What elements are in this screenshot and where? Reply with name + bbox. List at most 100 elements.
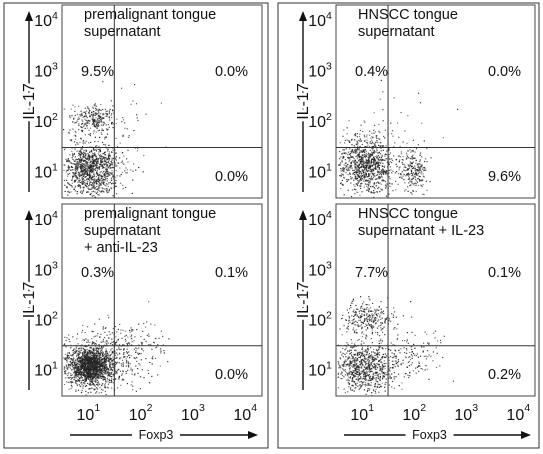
event-dot xyxy=(375,161,377,163)
event-dot xyxy=(422,175,424,177)
event-dot xyxy=(117,338,119,341)
event-dot xyxy=(72,177,74,179)
event-dot xyxy=(76,164,78,166)
event-dot xyxy=(110,151,113,153)
event-dot xyxy=(98,120,100,122)
event-dot xyxy=(77,378,79,380)
event-dot xyxy=(103,162,105,164)
event-dot xyxy=(74,370,76,372)
event-dot xyxy=(126,356,128,358)
event-dot xyxy=(354,149,356,151)
event-dot xyxy=(382,368,384,370)
event-dot xyxy=(366,162,368,164)
event-dot xyxy=(89,135,91,137)
event-dot xyxy=(355,164,357,166)
event-dot xyxy=(93,354,95,356)
event-dot xyxy=(109,112,111,114)
event-dot xyxy=(111,357,113,360)
event-dot xyxy=(382,171,384,173)
event-dot xyxy=(84,375,86,378)
event-dot xyxy=(87,159,89,162)
event-dot xyxy=(412,173,414,175)
event-dot xyxy=(86,354,88,357)
event-dot xyxy=(115,182,117,184)
event-dot xyxy=(72,353,74,355)
event-dot xyxy=(411,156,414,158)
event-dot xyxy=(68,338,70,340)
event-dot xyxy=(95,131,97,133)
event-dot xyxy=(362,162,364,164)
event-dot xyxy=(400,176,402,178)
event-dot xyxy=(377,374,379,376)
event-dot xyxy=(401,171,403,173)
event-dot xyxy=(89,155,91,157)
event-dot xyxy=(96,121,98,123)
event-dot xyxy=(116,146,118,148)
event-dot xyxy=(421,164,423,166)
event-dot xyxy=(373,124,376,126)
event-dot xyxy=(374,167,376,169)
event-dot xyxy=(107,314,109,316)
event-dot xyxy=(350,161,353,163)
event-dot xyxy=(348,161,350,163)
event-dot xyxy=(92,114,95,116)
event-dot xyxy=(358,135,361,138)
event-dot xyxy=(385,170,387,172)
event-dot xyxy=(80,150,82,152)
event-dot xyxy=(110,160,112,163)
event-dot xyxy=(64,184,66,186)
event-dot xyxy=(91,387,93,389)
event-dot xyxy=(417,166,419,169)
event-dot xyxy=(80,358,82,360)
event-dot xyxy=(115,163,117,165)
event-dot xyxy=(363,178,365,180)
event-dot xyxy=(104,363,106,365)
event-dot xyxy=(369,141,371,143)
event-dot xyxy=(100,370,102,372)
event-dot xyxy=(118,376,120,378)
event-dot xyxy=(423,193,425,196)
event-dot xyxy=(111,371,113,374)
event-dot xyxy=(137,352,139,354)
event-dot xyxy=(411,150,413,152)
event-dot xyxy=(137,119,139,122)
event-dot xyxy=(147,344,150,346)
event-dot xyxy=(102,351,104,353)
event-dot xyxy=(79,186,81,188)
event-dot xyxy=(94,181,96,183)
event-dot xyxy=(350,176,352,178)
event-dot xyxy=(92,185,94,187)
event-dot xyxy=(120,161,122,163)
event-dot xyxy=(82,387,84,389)
event-dot xyxy=(354,167,356,169)
event-dot xyxy=(100,163,102,165)
event-dot xyxy=(126,352,128,354)
event-dot xyxy=(93,384,95,386)
event-dot xyxy=(400,112,402,114)
event-dot xyxy=(100,171,102,173)
event-dot xyxy=(76,383,78,385)
event-dot xyxy=(71,147,73,149)
event-dot xyxy=(355,148,357,150)
event-dot xyxy=(93,342,95,344)
event-dot xyxy=(384,187,387,189)
event-dot xyxy=(109,163,111,165)
event-dot xyxy=(351,167,353,169)
event-dot xyxy=(113,178,115,180)
event-dot xyxy=(369,370,371,373)
event-dot xyxy=(97,159,99,161)
event-dot xyxy=(352,357,354,359)
event-dot xyxy=(92,132,94,134)
event-dot xyxy=(121,121,123,123)
event-dot xyxy=(417,185,419,187)
event-dot xyxy=(369,162,371,164)
event-dot xyxy=(95,347,97,349)
event-dot xyxy=(377,171,379,173)
event-dot xyxy=(365,334,367,336)
event-dot xyxy=(91,169,93,171)
event-dot xyxy=(94,191,96,193)
event-dot xyxy=(126,342,128,345)
event-dot xyxy=(420,180,422,182)
event-dot xyxy=(114,363,116,366)
event-dot xyxy=(93,389,95,391)
